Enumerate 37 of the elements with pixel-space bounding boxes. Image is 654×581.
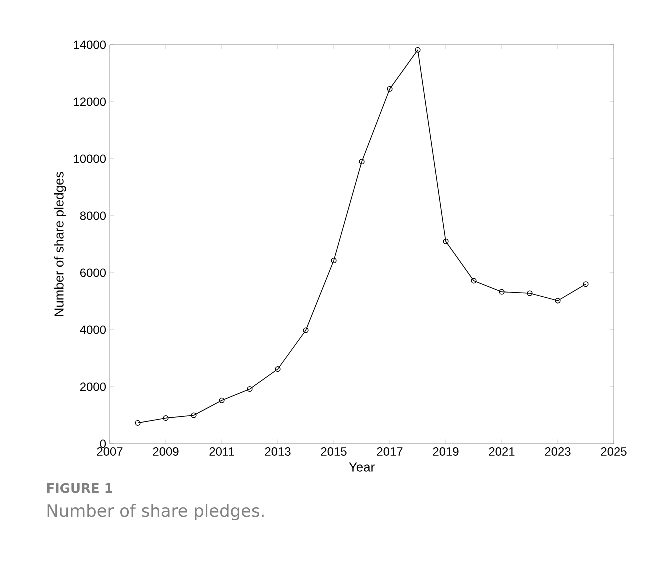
x-tick-label: 2007: [97, 448, 123, 456]
y-tick-label: 4000: [80, 326, 106, 334]
x-tick-label: 2021: [489, 448, 515, 456]
point: [499, 289, 505, 295]
y-tick-label: 14000: [74, 40, 106, 50]
y-tick-label: 12000: [74, 98, 106, 106]
point: [387, 86, 393, 92]
point: [443, 238, 449, 244]
x-axis-title: Year: [349, 462, 375, 472]
x-tick-label: 2015: [321, 448, 347, 456]
text: FIGURE 1: [47, 483, 112, 494]
y-tick-label: 8000: [80, 212, 106, 220]
point: [471, 278, 477, 284]
y-tick-label: 2000: [80, 382, 106, 392]
point: [555, 298, 561, 304]
point: [303, 328, 309, 334]
point: [275, 366, 281, 372]
point: [415, 47, 421, 53]
x-tick-label: 2011: [210, 448, 234, 456]
point: [219, 398, 225, 404]
point: [359, 159, 365, 165]
x-tick-label: 2023: [545, 448, 571, 456]
y-tick-label: 0: [100, 440, 106, 448]
point: [191, 412, 197, 418]
x-tick-label: 2009: [153, 448, 179, 456]
point: [247, 386, 253, 392]
text: Number of share pledges.: [48, 504, 264, 520]
y-tick-label: 6000: [80, 268, 106, 278]
y-tick-label: 10000: [74, 154, 106, 164]
x-tick-label: 2025: [601, 448, 627, 456]
x-tick-label: 2013: [265, 448, 291, 456]
x-tick-label: 2017: [377, 448, 403, 456]
point: [163, 416, 169, 422]
y-axis-title: Number of share pledges: [54, 172, 66, 316]
x-tick-label: 2019: [433, 448, 459, 456]
point: [331, 258, 337, 264]
point: [527, 290, 533, 296]
